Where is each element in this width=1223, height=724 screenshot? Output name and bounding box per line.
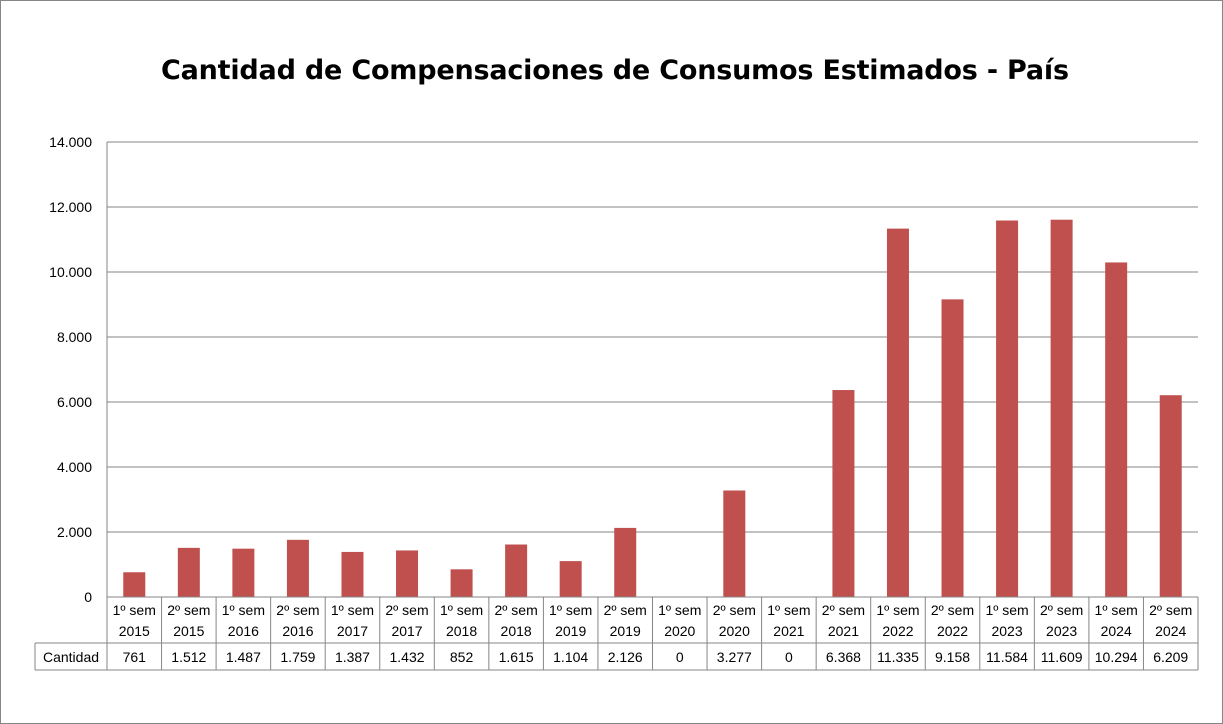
bar xyxy=(505,544,528,597)
x-tick-label: 1º sem xyxy=(113,602,156,618)
x-tick-label: 1º sem xyxy=(549,602,592,618)
x-tick-label: 2º sem xyxy=(1149,602,1192,618)
bar xyxy=(723,490,746,597)
table-value: 1.104 xyxy=(553,649,588,665)
table-value: 1.512 xyxy=(171,649,206,665)
x-tick-label: 2º sem xyxy=(931,602,974,618)
bar xyxy=(941,299,964,597)
x-tick-label: 2º sem xyxy=(713,602,756,618)
x-tick-label: 2016 xyxy=(228,623,259,639)
x-tick-label: 1º sem xyxy=(767,602,810,618)
bar xyxy=(450,569,473,597)
table-value: 852 xyxy=(450,649,474,665)
bar xyxy=(614,527,637,597)
bar xyxy=(341,551,364,597)
table-value: 0 xyxy=(785,649,793,665)
x-tick-label: 2020 xyxy=(664,623,695,639)
bar xyxy=(1105,262,1128,597)
x-tick-label: 1º sem xyxy=(440,602,483,618)
bar xyxy=(832,390,855,597)
x-tick-label: 2018 xyxy=(501,623,532,639)
table-value: 2.126 xyxy=(608,649,643,665)
table-value: 6.368 xyxy=(826,649,861,665)
x-tick-label: 2019 xyxy=(555,623,586,639)
table-value: 1.387 xyxy=(335,649,370,665)
x-tick-label: 2º sem xyxy=(604,602,647,618)
table-value: 11.584 xyxy=(986,649,1028,665)
x-tick-label: 2º sem xyxy=(385,602,428,618)
x-tick-label: 1º sem xyxy=(985,602,1028,618)
x-tick-label: 2015 xyxy=(173,623,204,639)
bar xyxy=(559,561,582,597)
x-tick-label: 2021 xyxy=(828,623,859,639)
x-tick-label: 2022 xyxy=(937,623,968,639)
x-tick-label: 1º sem xyxy=(222,602,265,618)
table-value: 1.487 xyxy=(226,649,261,665)
x-tick-label: 2015 xyxy=(119,623,150,639)
x-tick-label: 2º sem xyxy=(495,602,538,618)
table-value: 1.615 xyxy=(499,649,534,665)
bar xyxy=(886,228,909,598)
chart-title: Cantidad de Compensaciones de Consumos E… xyxy=(161,55,1069,86)
table-value: 0 xyxy=(676,649,684,665)
bar xyxy=(396,550,419,597)
y-tick-label: 14.000 xyxy=(49,134,92,150)
bar xyxy=(996,220,1019,597)
x-tick-label: 2019 xyxy=(610,623,641,639)
x-tick-label: 1º sem xyxy=(1095,602,1138,618)
x-tick-label: 1º sem xyxy=(331,602,374,618)
x-tick-label: 2º sem xyxy=(167,602,210,618)
bar xyxy=(1050,219,1073,597)
bar xyxy=(177,547,200,597)
table-value: 1.432 xyxy=(390,649,425,665)
table-value: 11.335 xyxy=(877,649,919,665)
x-tick-label: 1º sem xyxy=(658,602,701,618)
bar xyxy=(232,548,255,597)
table-value: 10.294 xyxy=(1095,649,1138,665)
x-tick-label: 2024 xyxy=(1101,623,1132,639)
bar xyxy=(286,539,309,597)
y-tick-label: 4.000 xyxy=(57,459,92,475)
x-tick-label: 2018 xyxy=(446,623,477,639)
x-tick-label: 2017 xyxy=(391,623,422,639)
bar xyxy=(1159,395,1182,597)
table-value: 11.609 xyxy=(1041,649,1083,665)
x-tick-label: 2º sem xyxy=(822,602,865,618)
y-tick-label: 8.000 xyxy=(57,329,92,345)
table-value: 1.759 xyxy=(280,649,315,665)
table-value: 3.277 xyxy=(717,649,752,665)
x-tick-label: 2023 xyxy=(1046,623,1077,639)
table-series-name: Cantidad xyxy=(43,649,99,665)
table-value: 6.209 xyxy=(1153,649,1188,665)
x-tick-label: 2020 xyxy=(719,623,750,639)
x-tick-label: 2º sem xyxy=(276,602,319,618)
y-tick-label: 0 xyxy=(84,589,92,605)
x-tick-label: 2023 xyxy=(991,623,1022,639)
x-tick-label: 1º sem xyxy=(876,602,919,618)
y-tick-label: 12.000 xyxy=(49,199,92,215)
x-tick-label: 2021 xyxy=(773,623,804,639)
y-tick-label: 10.000 xyxy=(49,264,92,280)
x-tick-label: 2º sem xyxy=(1040,602,1083,618)
x-tick-label: 2024 xyxy=(1155,623,1186,639)
x-tick-label: 2022 xyxy=(882,623,913,639)
x-tick-label: 2016 xyxy=(282,623,313,639)
x-tick-label: 2017 xyxy=(337,623,368,639)
table-value: 9.158 xyxy=(935,649,970,665)
table-value: 761 xyxy=(123,649,147,665)
y-tick-label: 6.000 xyxy=(57,394,92,410)
bar xyxy=(123,572,146,597)
y-tick-label: 2.000 xyxy=(57,524,92,540)
